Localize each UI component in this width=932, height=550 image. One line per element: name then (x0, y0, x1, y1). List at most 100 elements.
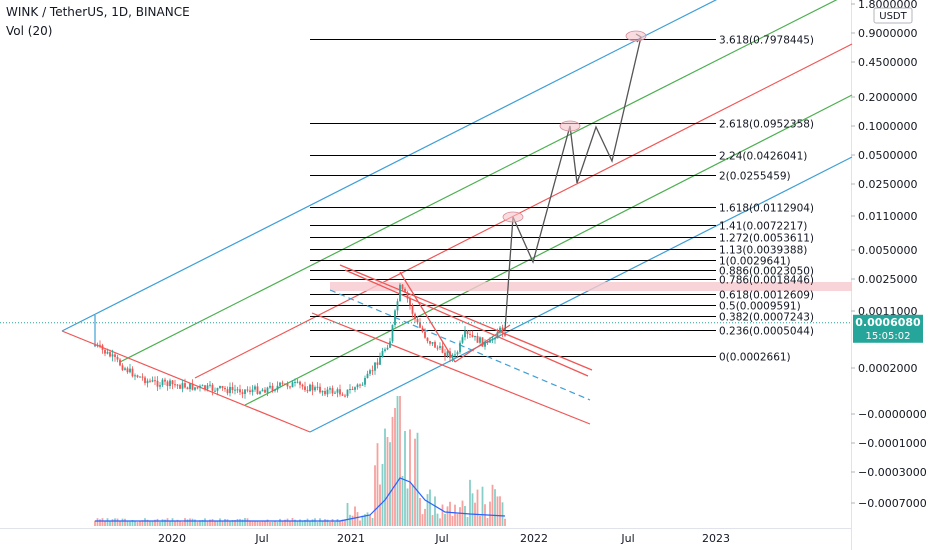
candle-body (266, 387, 269, 393)
volume-bar (121, 518, 124, 526)
candle-body (219, 385, 221, 389)
candle-body (501, 327, 504, 334)
candle-body (389, 341, 391, 348)
time-label: Jul (254, 532, 268, 545)
volume-bar (321, 521, 324, 526)
candle-body (361, 384, 364, 386)
volume-bar (181, 521, 184, 526)
volume-bar (94, 520, 96, 526)
price-label: 1.8000000 (858, 0, 918, 11)
fib-label-0.786: 0.786(0.0018446) (719, 275, 814, 287)
candle-body (496, 332, 499, 339)
candle-body (171, 380, 174, 385)
candle-body (339, 389, 341, 395)
candle-body (366, 373, 369, 379)
volume-bar (161, 519, 164, 526)
candle-body (406, 292, 409, 299)
symbol-title[interactable]: WINK / TetherUS, 1D, BINANCE (6, 5, 190, 19)
currency-badge: USDT (873, 7, 913, 24)
candle-body (454, 354, 456, 356)
candle-body (111, 354, 114, 357)
candle-body (479, 337, 481, 343)
volume-bar (444, 513, 446, 526)
volume-bar (281, 520, 284, 526)
volume-bar (329, 521, 331, 526)
volume-bar (364, 514, 366, 526)
volume-bar (141, 520, 144, 526)
volume-bar (206, 521, 209, 526)
candle-body (256, 386, 259, 394)
volume-bar (214, 520, 216, 526)
candle-body (201, 385, 204, 387)
candle-body (131, 368, 134, 377)
candle-body (281, 382, 284, 384)
candle-body (374, 362, 376, 371)
volume-indicator-label[interactable]: Vol (20) (6, 24, 53, 38)
candle-body (356, 384, 359, 388)
fib-label-0.5: 0.5(0.0009591) (719, 301, 801, 313)
candle-body (391, 324, 394, 342)
volume-bar (469, 479, 471, 526)
volume-bar (111, 519, 114, 526)
channel-bottom-line (311, 312, 591, 425)
volume-bar (239, 518, 241, 526)
volume-bar (236, 519, 239, 526)
volume-bar (494, 489, 496, 526)
volume-bar (304, 519, 306, 526)
volume-bar (276, 521, 279, 526)
candle-body (241, 392, 244, 394)
volume-bar (331, 519, 334, 526)
candle-body (469, 333, 471, 335)
volume-bar (384, 428, 386, 526)
candle-body (326, 389, 329, 395)
volume-bar (401, 475, 404, 526)
volume-bar (271, 521, 274, 526)
current-price-badge: 0.0006080 15:05:02 (853, 314, 923, 343)
candle-body (139, 376, 141, 378)
volume-bar (246, 518, 249, 526)
candle-body (261, 389, 264, 392)
candle-body (249, 390, 251, 393)
candle-body (354, 387, 356, 390)
candle-body (421, 327, 424, 332)
candle-countdown: 15:05:02 (866, 331, 911, 342)
volume-bar (284, 519, 286, 526)
candle-body (96, 344, 99, 346)
volume-bar (129, 521, 131, 526)
candle-body (289, 386, 291, 388)
candle-body (194, 387, 196, 390)
volume-bar (496, 496, 499, 526)
volume-bar (149, 521, 151, 526)
candle-body (436, 347, 439, 349)
candle-body (226, 389, 229, 394)
candle-body (209, 384, 211, 386)
volume-bar (481, 486, 484, 526)
volume-bar (351, 515, 354, 526)
volume-bar (179, 521, 181, 526)
fib-label-1.13: 1.13(0.0039388) (719, 245, 807, 257)
time-label: Jul (434, 532, 448, 545)
fib-label-0: 0(0.0002661) (719, 352, 791, 364)
candle-body (416, 318, 419, 323)
candle-body (186, 387, 189, 390)
wedge-top-line-2 (344, 269, 589, 377)
volume-bar (419, 497, 421, 526)
volume-bar (219, 518, 221, 526)
volume-bar (174, 521, 176, 526)
candle-body (296, 381, 299, 383)
volume-bar (371, 517, 374, 526)
candle-body (371, 370, 374, 372)
volume-bar (201, 519, 204, 526)
volume-bar (139, 520, 141, 526)
volume-bar (501, 502, 504, 526)
volume-bar (376, 443, 379, 526)
candle-body (474, 335, 476, 338)
volume-bar (491, 484, 494, 526)
volume-bar (309, 520, 311, 526)
candle-body (464, 331, 466, 338)
volume-bar (454, 504, 456, 526)
volume-bar (306, 518, 309, 526)
candle-body (419, 322, 421, 328)
